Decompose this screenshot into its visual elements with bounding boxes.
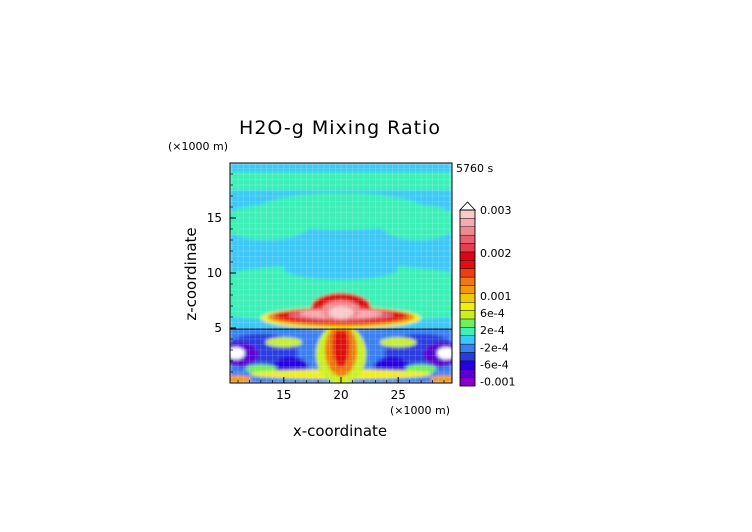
colorbar-swatch (459, 327, 476, 336)
colorbar-swatch (459, 234, 476, 244)
contour-field (230, 163, 452, 383)
colorbar-swatch (459, 285, 476, 295)
field-yellow-l (265, 337, 303, 348)
colorbar-swatch (459, 310, 476, 320)
y-tick-label: 5 (214, 321, 222, 335)
colorbar-label: 0.001 (480, 290, 512, 303)
colorbar-label: 0.002 (480, 247, 512, 260)
x-tick-label: 25 (391, 388, 406, 402)
x-tick-label: 15 (276, 388, 291, 402)
colorbar-swatch (459, 335, 476, 345)
y-unit-label: (×1000 m) (168, 140, 228, 153)
colorbar-swatch (459, 243, 476, 253)
colorbar-swatch (459, 268, 476, 278)
colorbar-label: -0.001 (480, 376, 515, 389)
time-label: 5760 s (456, 162, 493, 175)
field-green-patch-r (405, 364, 438, 374)
x-axis-ticks: 15 20 25 (237, 377, 445, 402)
field-mid-notch (283, 257, 399, 280)
y-axis-label: z-coordinate (182, 227, 200, 320)
field-dome-core (328, 306, 354, 319)
colorbar-swatch (459, 352, 476, 362)
y-axis-ticks: 5 10 15 (207, 173, 236, 373)
colorbar-swatch (459, 318, 476, 328)
colorbar-swatch (459, 301, 476, 311)
colorbar-swatch (459, 251, 476, 261)
colorbar-label: 2e-4 (480, 324, 505, 337)
colorbar-swatch (459, 369, 476, 378)
field-white-l (230, 347, 245, 360)
colorbar-swatch (459, 360, 476, 370)
x-unit-label: (×1000 m) (390, 404, 450, 417)
x-axis-label: x-coordinate (293, 422, 387, 440)
colorbar-swatch (459, 293, 476, 303)
field-yellow-r (379, 337, 417, 348)
plot-grid (230, 163, 452, 383)
field-upper-lobe-left (230, 204, 313, 240)
field-plume-red (332, 323, 350, 368)
y-tick-label: 10 (207, 266, 222, 280)
colorbar-swatch (459, 260, 476, 269)
colorbar: 0.003 0.002 0.001 6e-4 2e-4 -2e-4 -6e-4 -0.001 (459, 201, 515, 389)
colorbar-extend-max (459, 201, 476, 211)
colorbar-label: -2e-4 (480, 341, 509, 354)
field-bottom-orange-l (230, 375, 252, 383)
colorbar-label: -6e-4 (480, 359, 509, 372)
field-green-patch-l (244, 364, 277, 374)
colorbar-swatch (459, 377, 476, 387)
field-white-r (437, 347, 452, 360)
field-upper-lobe-right (378, 204, 452, 240)
plot-area (230, 163, 452, 383)
colorbar-label: 0.003 (480, 204, 512, 217)
colorbar-frame (459, 209, 476, 387)
x-tick-label: 20 (333, 388, 348, 402)
colorbar-swatch (459, 343, 476, 353)
colorbar-swatch (459, 209, 476, 219)
field-bottom-orange-r (430, 375, 452, 383)
colorbar-swatch (459, 276, 476, 286)
chart-title: H2O-g Mixing Ratio (239, 117, 441, 139)
y-tick-label: 15 (207, 211, 222, 225)
colorbar-swatch (459, 226, 476, 236)
field-band-top (230, 171, 452, 191)
colorbar-swatch (459, 218, 476, 227)
colorbar-label: 6e-4 (480, 307, 505, 320)
